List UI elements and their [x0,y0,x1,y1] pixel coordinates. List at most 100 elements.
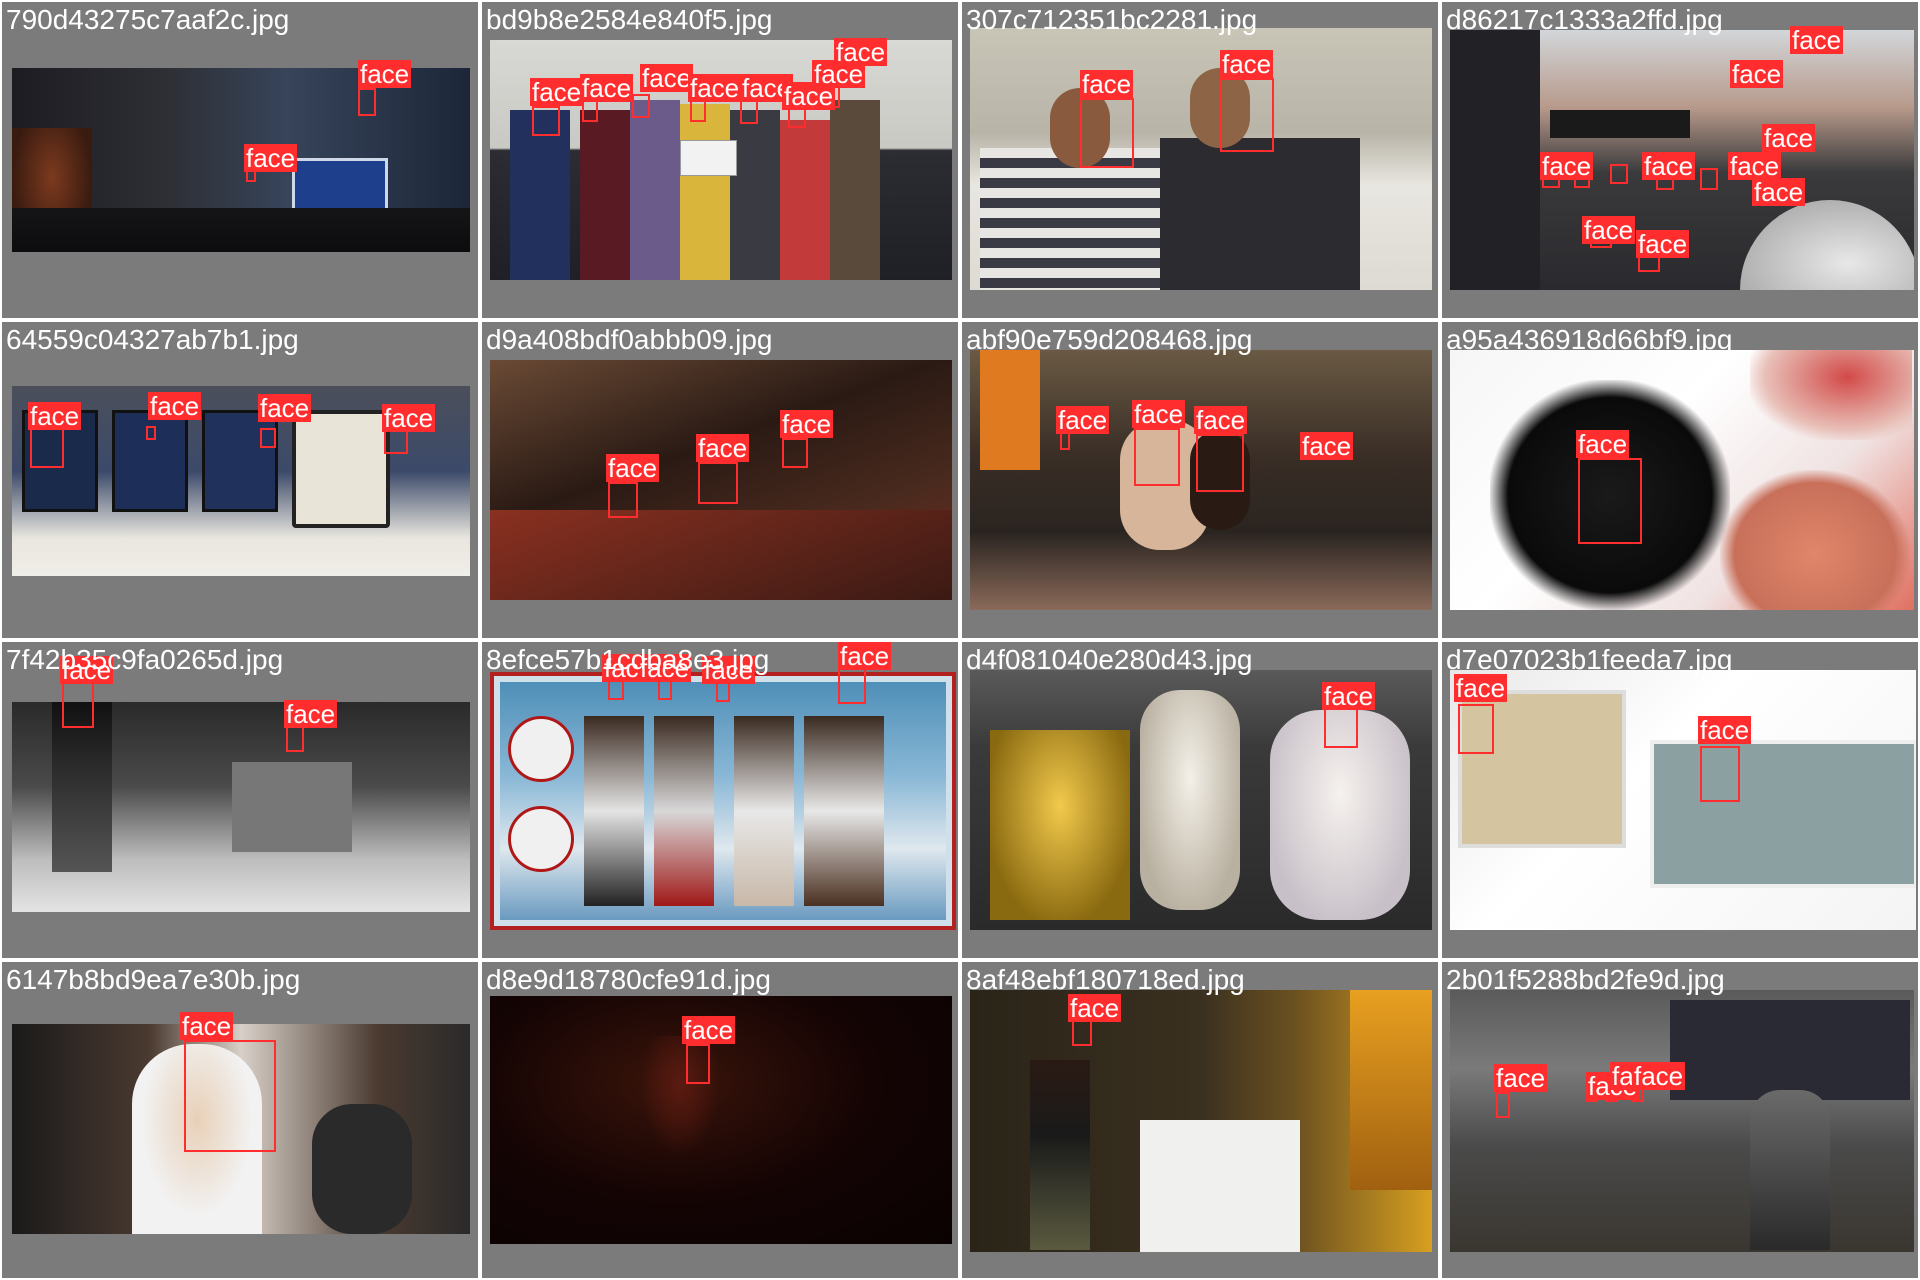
photo [1450,670,1916,930]
filename-label: 8af48ebf180718ed.jpg [966,964,1245,996]
face-label: face [640,64,693,92]
face-label: face [838,642,891,670]
filename-label: a95a436918d66bf9.jpg [1446,324,1733,356]
face-label: face [358,60,411,88]
filename-label: d8e9d18780cfe91d.jpg [486,964,771,996]
face-box [1080,98,1134,168]
face-label: face [682,1016,735,1044]
face-box [1700,168,1718,190]
face-box [1072,1020,1092,1046]
face-box [1196,434,1244,492]
result-tile[interactable]: abf90e759d208468.jpg face face face face [960,320,1440,640]
result-tile[interactable]: d4f081040e280d43.jpg face [960,640,1440,960]
face-label: face [1632,1062,1685,1090]
photo [970,990,1432,1252]
filename-label: abf90e759d208468.jpg [966,324,1253,356]
face-box [260,428,276,448]
result-tile[interactable]: 8af48ebf180718ed.jpg face [960,960,1440,1280]
face-box [1220,78,1274,152]
face-box [1134,428,1180,486]
face-label: face [148,392,201,420]
photo [970,28,1432,290]
face-label: face [1698,716,1751,744]
photo [12,68,470,252]
filename-label: 8efce57b1cdba8e3.jpg [486,644,769,676]
face-box [658,680,672,700]
filename-label: 7f42b35c9fa0265d.jpg [6,644,283,676]
result-tile[interactable]: 64559c04327ab7b1.jpg face face face face [0,320,480,640]
face-label: face [1300,432,1353,460]
filename-label: d4f081040e280d43.jpg [966,644,1253,676]
face-label: face [688,74,741,102]
face-label: face [780,410,833,438]
face-label: face [1132,400,1185,428]
face-label: face [580,74,633,102]
face-box [1324,708,1358,748]
face-box [632,94,650,118]
face-box [286,726,304,752]
face-box [1578,458,1642,544]
filename-label: 790d43275c7aaf2c.jpg [6,4,289,36]
face-label: face [530,78,583,106]
result-tile[interactable]: 8efce57b1cdba8e3.jpg face face face face [480,640,960,960]
result-tile[interactable]: d7e07023b1feeda7.jpg face face [1440,640,1920,960]
filename-label: d7e07023b1feeda7.jpg [1446,644,1733,676]
result-tile[interactable]: 790d43275c7aaf2c.jpg face face [0,0,480,320]
result-tile[interactable]: 2b01f5288bd2fe9d.jpg face face face face [1440,960,1920,1280]
photo [12,702,470,912]
result-tile[interactable]: 6147b8bd9ea7e30b.jpg face [0,960,480,1280]
face-label: face [1068,994,1121,1022]
filename-label: d9a408bdf0abbb09.jpg [486,324,773,356]
face-box [582,100,598,122]
face-label: face [1056,406,1109,434]
face-box [838,666,866,704]
result-tile[interactable]: bd9b8e2584e840f5.jpg face face face face… [480,0,960,320]
face-label: face [834,38,887,66]
face-label: face [1322,682,1375,710]
face-label: face [180,1012,233,1040]
photo [490,672,956,930]
result-tile[interactable]: a95a436918d66bf9.jpg face [1440,320,1920,640]
face-box [1700,746,1740,802]
face-box [686,1044,710,1084]
face-label: face [1730,60,1783,88]
result-tile[interactable]: d86217c1333a2ffd.jpg face face face face… [1440,0,1920,320]
face-label: face [244,144,297,172]
face-label: face [1080,70,1133,98]
face-box [740,100,758,124]
face-label: face [1790,26,1843,54]
face-box [690,100,706,122]
face-label: face [284,700,337,728]
result-tile[interactable]: 307c712351bc2281.jpg face face [960,0,1440,320]
filename-label: 307c712351bc2281.jpg [966,4,1257,36]
face-box [62,680,94,728]
face-box [532,106,560,136]
face-label: face [1454,674,1507,702]
face-label: face [1642,152,1695,180]
face-box [608,482,638,518]
face-box [782,438,808,468]
face-label: face [382,404,435,432]
face-box [1496,1092,1510,1118]
face-box [384,430,408,454]
result-tile[interactable]: d8e9d18780cfe91d.jpg face [480,960,960,1280]
face-box [1610,164,1628,184]
face-label: face [1752,178,1805,206]
filename-label: 2b01f5288bd2fe9d.jpg [1446,964,1725,996]
face-box [698,462,738,504]
face-label: face [1194,406,1247,434]
face-label: face [1540,152,1593,180]
face-box [184,1040,276,1152]
filename-label: d86217c1333a2ffd.jpg [1446,4,1723,36]
face-box [146,426,156,440]
face-box [358,88,376,116]
face-label: face [1762,124,1815,152]
face-label: face [696,434,749,462]
result-tile[interactable]: 7f42b35c9fa0265d.jpg face face [0,640,480,960]
face-box [30,428,64,468]
result-tile[interactable]: d9a408bdf0abbb09.jpg face face face [480,320,960,640]
face-label: face [1576,430,1629,458]
face-label: face [1220,50,1273,78]
face-label: face [1582,216,1635,244]
